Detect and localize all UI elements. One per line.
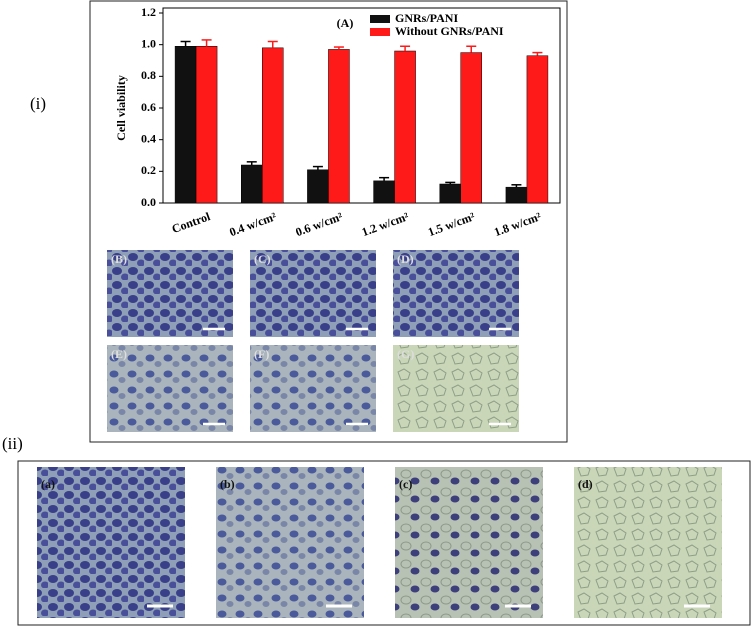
plot-frame: [162, 7, 561, 204]
bar: [505, 186, 528, 204]
legend-swatch: [370, 28, 390, 36]
y-axis-label: Cell viability: [114, 75, 128, 141]
panel-label: (ii): [2, 434, 23, 453]
bar: [307, 169, 329, 204]
bar: [373, 180, 395, 204]
y-tick-label: 0.6: [141, 100, 156, 114]
x-tick-label: 1.8 w/cm²: [492, 209, 543, 239]
image-label: (d): [578, 477, 593, 491]
legend-label: Without GNRs/PANI: [395, 24, 504, 38]
image-label: (D): [397, 252, 414, 266]
image-label: (c): [399, 477, 412, 491]
x-tick-label: 0.6 w/cm²: [294, 209, 345, 239]
panel-frame: [17, 460, 751, 626]
bar: [262, 47, 284, 204]
micrograph: [37, 467, 185, 618]
chart-title: (A): [337, 16, 354, 30]
bar: [460, 52, 482, 204]
bar: [526, 55, 549, 204]
legend-swatch: [370, 15, 390, 23]
x-tick-label: Control: [170, 209, 213, 236]
bar: [195, 46, 218, 204]
micrograph: [393, 345, 519, 432]
panel-frame: [89, 0, 568, 443]
image-label: (G): [397, 347, 414, 361]
image-label: (C): [254, 252, 271, 266]
bar: [174, 46, 197, 204]
micrograph: [107, 250, 233, 337]
image-label: (E): [111, 347, 127, 361]
y-tick-label: 0.2: [141, 163, 156, 177]
y-tick-label: 1.0: [141, 36, 156, 50]
micrograph: [250, 250, 376, 337]
y-tick-label: 1.2: [141, 5, 156, 19]
image-label: (b): [220, 477, 235, 491]
bar: [328, 49, 350, 204]
y-tick-label: 0.8: [141, 68, 156, 82]
image-label: (a): [41, 477, 55, 491]
micrograph: [107, 345, 233, 432]
bar: [394, 50, 416, 204]
panel-label: (i): [30, 94, 46, 113]
x-tick-label: 1.5 w/cm²: [426, 209, 477, 239]
bar: [439, 183, 461, 204]
micrograph: [250, 345, 376, 432]
image-label: (B): [111, 252, 127, 266]
x-tick-label: 0.4 w/cm²: [227, 209, 278, 239]
micrograph: [574, 467, 722, 618]
x-tick-label: 1.2 w/cm²: [360, 209, 411, 239]
y-tick-label: 0.4: [141, 131, 156, 145]
micrograph: [393, 250, 519, 337]
legend-label: GNRs/PANI: [395, 11, 458, 25]
bar: [241, 164, 263, 204]
y-tick-label: 0.0: [141, 195, 156, 209]
micrograph: [395, 467, 543, 618]
image-label: (F): [254, 347, 269, 361]
micrograph: [216, 467, 364, 618]
